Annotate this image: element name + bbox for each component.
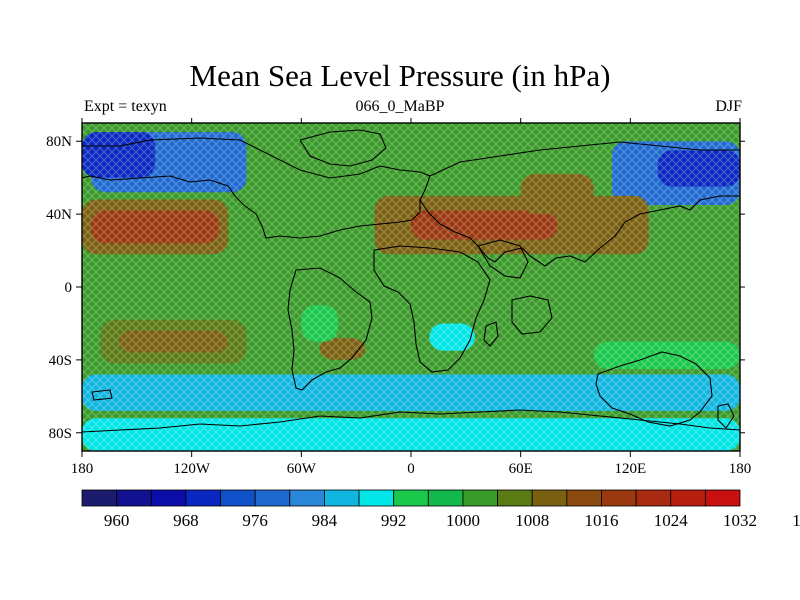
coastline-madagascar <box>483 321 499 347</box>
colorbar-swatch <box>427 489 464 507</box>
coastline-africa <box>373 245 491 373</box>
colorbar-label: 984 <box>312 511 338 530</box>
coastlines <box>82 129 740 433</box>
colorbar-swatch <box>670 489 706 507</box>
colorbar-swatch <box>324 489 360 507</box>
y-tick-label: 0 <box>65 280 73 296</box>
colorbar-label: 992 <box>381 511 407 530</box>
colorbar-swatch <box>81 489 118 507</box>
colorbar-swatch <box>116 489 152 507</box>
colorbar-label: 1016 <box>584 511 618 530</box>
colorbar-swatch <box>566 489 602 507</box>
colorbar-label: 1040 <box>792 511 800 530</box>
colorbar-swatch <box>358 489 395 507</box>
colorbar-swatch <box>220 489 256 507</box>
colorbar-label: 1008 <box>515 511 549 530</box>
colorbar-label: 968 <box>173 511 199 530</box>
season-label: DJF <box>715 98 742 115</box>
colorbar-swatch <box>150 489 187 507</box>
colorbar-swatch <box>497 489 533 507</box>
x-tick-label: 120E <box>614 461 646 477</box>
colorbar-swatch <box>254 489 291 507</box>
colorbar-label: 976 <box>242 511 268 530</box>
period-label: 066_0_MaBP <box>355 98 445 115</box>
colorbar-swatch <box>185 489 221 507</box>
coastline-australia <box>595 351 713 427</box>
coastline-southeast-asia <box>511 295 553 335</box>
colorbar: 960 968 976 984 992 1000 1008 1016 1024 1032 1040 <box>81 489 800 530</box>
experiment-label: Expt = texyn <box>84 98 167 115</box>
coastline-greenland <box>299 129 387 167</box>
colorbar-swatch <box>531 489 568 507</box>
colorbar-swatch <box>635 489 672 507</box>
y-tick-label: 40S <box>49 353 72 369</box>
colorbar-label: 1000 <box>446 511 480 530</box>
x-tick-label: 60W <box>287 461 317 477</box>
y-tick-label: 80N <box>46 134 72 150</box>
colorbar-swatch <box>704 489 741 507</box>
x-tick-label: 0 <box>407 461 415 477</box>
x-tick-label: 120W <box>173 461 211 477</box>
coastline-arabia-india <box>477 239 529 279</box>
y-tick-label: 80S <box>49 426 72 442</box>
coastline-antarctica <box>82 409 740 433</box>
x-tick-label: 60E <box>509 461 533 477</box>
colorbar-swatch <box>289 489 325 507</box>
x-tick-label: 180 <box>729 461 752 477</box>
colorbar-swatch <box>462 489 498 507</box>
colorbar-swatch <box>393 489 429 507</box>
coastline-aleutian <box>91 389 113 401</box>
axis-ticks: 180 120W 60W 0 60E 120E 180 80N 40N 0 40S 80S <box>46 118 751 477</box>
hatch-overlay <box>82 123 740 451</box>
colorbar-label: 960 <box>104 511 130 530</box>
coastline-north-america <box>82 137 431 239</box>
coastline-south-america <box>287 267 373 391</box>
coastline-new-zealand <box>717 403 735 429</box>
colorbar-label: 1024 <box>654 511 689 530</box>
x-tick-label: 180 <box>71 461 94 477</box>
map-title: Mean Sea Level Pressure (in hPa) <box>189 58 611 93</box>
coastline-eurasia <box>419 141 740 267</box>
colorbar-swatch <box>601 489 637 507</box>
y-tick-label: 40N <box>46 207 72 223</box>
colorbar-label: 1032 <box>723 511 757 530</box>
